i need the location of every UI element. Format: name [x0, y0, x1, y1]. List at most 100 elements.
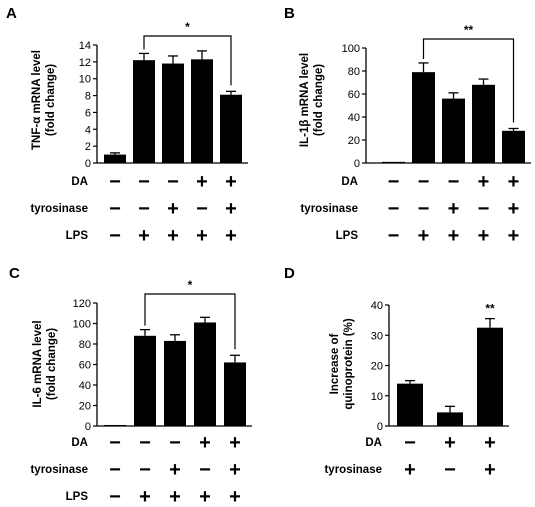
minus-sign: −: [109, 171, 121, 193]
minus-sign: −: [109, 225, 121, 247]
minus-sign: −: [388, 225, 400, 247]
panel-letter: B: [284, 5, 295, 22]
minus-sign: −: [196, 198, 208, 220]
plus-sign: +: [478, 171, 490, 193]
plus-sign: +: [225, 198, 237, 220]
plus-sign: +: [484, 459, 496, 481]
y-tick-label: 100: [73, 319, 91, 331]
y-tick-label: 10: [371, 391, 383, 403]
bar: [133, 60, 155, 163]
y-tick-label: 80: [79, 339, 91, 351]
plus-sign: +: [508, 171, 520, 193]
y-tick-label: 0: [354, 158, 360, 170]
panel-letter: A: [6, 5, 17, 22]
plus-sign: +: [199, 486, 211, 507]
bar: [502, 130, 525, 163]
bar: [472, 84, 495, 163]
plus-sign: +: [169, 459, 181, 481]
y-axis-label-line: (fold change): [45, 64, 57, 136]
panel-letter: D: [284, 265, 295, 282]
y-tick-label: 60: [348, 89, 360, 101]
treatment-row-label: tyrosinase: [324, 464, 382, 476]
y-tick-label: 0: [85, 421, 91, 433]
y-tick-label: 8: [85, 91, 91, 103]
y-axis-label-line: quinoprotein (%): [343, 318, 355, 410]
panel-b: B 0 20 40 60 80 100 IL-1β mRNA level (fold chang…: [284, 5, 531, 247]
significance-bracket: [144, 293, 236, 350]
panel-c: C 0 20 40 60 80 100 120 IL-6 mRNA level (fold cha…: [9, 265, 252, 507]
bar: [382, 161, 405, 163]
y-tick-label: 12: [79, 57, 91, 69]
plus-sign: +: [418, 225, 430, 247]
minus-sign: −: [109, 432, 121, 454]
y-tick-label: 0: [377, 421, 383, 433]
significance-label: *: [185, 20, 190, 34]
bar: [191, 59, 213, 164]
minus-sign: −: [138, 171, 150, 193]
y-tick-label: 20: [79, 401, 91, 413]
minus-sign: −: [418, 198, 430, 220]
y-axis-label-line: (fold change): [313, 64, 325, 136]
plus-sign: +: [478, 225, 490, 247]
treatment-row-label: tyrosinase: [300, 203, 358, 215]
significance-label: **: [485, 302, 495, 316]
y-axis-label-line: IL-1β mRNA level: [299, 53, 311, 147]
y-tick-label: 2: [85, 141, 91, 153]
bar: [397, 383, 423, 426]
plus-sign: +: [167, 225, 179, 247]
bar: [104, 154, 126, 163]
treatment-row-label: tyrosinase: [30, 203, 88, 215]
minus-sign: −: [199, 459, 211, 481]
minus-sign: −: [169, 432, 181, 454]
bar: [224, 362, 246, 426]
minus-sign: −: [418, 171, 430, 193]
bar: [162, 63, 184, 163]
treatment-row-label: DA: [71, 176, 88, 188]
plus-sign: +: [404, 459, 416, 481]
bar: [164, 340, 186, 426]
y-tick-label: 60: [79, 360, 91, 372]
y-tick-label: 120: [73, 298, 91, 310]
minus-sign: −: [404, 432, 416, 454]
plus-sign: +: [169, 486, 181, 507]
minus-sign: −: [388, 171, 400, 193]
bar: [104, 424, 126, 426]
panel-a: A 0 2 4 6 8 10 12 14 TNF-α mRNA level (fold change…: [6, 5, 248, 247]
minus-sign: −: [448, 171, 460, 193]
minus-sign: −: [139, 459, 151, 481]
y-tick-label: 80: [348, 66, 360, 78]
minus-sign: −: [444, 459, 456, 481]
y-axis-label-line: (fold change): [46, 328, 58, 400]
minus-sign: −: [139, 432, 151, 454]
plus-sign: +: [139, 486, 151, 507]
y-axis-label: TNF-α mRNA level (fold change): [31, 50, 57, 150]
plus-sign: +: [508, 225, 520, 247]
plus-sign: +: [196, 171, 208, 193]
plus-sign: +: [196, 225, 208, 247]
y-tick-label: 40: [79, 380, 91, 392]
plus-sign: +: [229, 432, 241, 454]
minus-sign: −: [478, 198, 490, 220]
plus-sign: +: [225, 225, 237, 247]
minus-sign: −: [109, 198, 121, 220]
bar: [412, 72, 435, 163]
plus-sign: +: [138, 225, 150, 247]
plus-sign: +: [448, 225, 460, 247]
y-tick-label: 14: [79, 40, 91, 52]
minus-sign: −: [109, 459, 121, 481]
plus-sign: +: [448, 198, 460, 220]
plus-sign: +: [225, 171, 237, 193]
y-tick-label: 40: [348, 112, 360, 124]
minus-sign: −: [138, 198, 150, 220]
significance-bracket: [143, 35, 232, 86]
bar: [220, 94, 242, 163]
treatment-row-label: DA: [341, 176, 358, 188]
significance-label: *: [188, 278, 193, 292]
y-tick-label: 20: [348, 135, 360, 147]
y-axis-label: IL-1β mRNA level (fold change): [299, 53, 325, 147]
plus-sign: +: [229, 486, 241, 507]
panel-d: D 0 10 20 30 40 Increase of quinoprotein (%) ** D…: [284, 265, 509, 481]
y-tick-label: 20: [371, 361, 383, 373]
y-axis-label: IL-6 mRNA level (fold change): [32, 320, 58, 407]
